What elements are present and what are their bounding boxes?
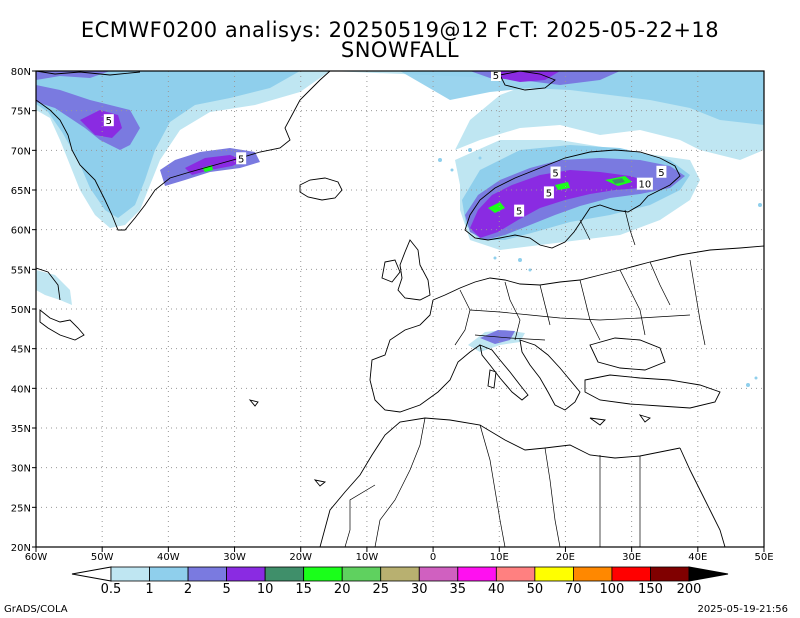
colorbar-label: 30 bbox=[411, 582, 428, 597]
colorbar-label: 200 bbox=[677, 582, 702, 597]
contour-label: 5 bbox=[238, 154, 244, 165]
timestamp: 2025-05-19-21:56 bbox=[697, 604, 788, 615]
colorbar-swatch bbox=[149, 566, 189, 582]
colorbar-label: 5 bbox=[222, 582, 230, 597]
contour-label: 5 bbox=[552, 169, 558, 180]
colorbar-label: 150 bbox=[638, 582, 663, 597]
lat-tick-label: 35N bbox=[11, 424, 31, 435]
colorbar-label: 20 bbox=[334, 582, 351, 597]
lat-tick-label: 40N bbox=[11, 384, 31, 395]
lat-tick-label: 30N bbox=[11, 464, 31, 475]
contour-label-bg bbox=[636, 177, 653, 190]
colorbar-swatch bbox=[264, 566, 305, 582]
lat-tick-label: 60N bbox=[11, 226, 31, 237]
contour-label-bg bbox=[543, 186, 554, 199]
colorbar-label: 1 bbox=[145, 582, 153, 597]
lon-tick-label: 30E bbox=[622, 552, 641, 563]
contour-label-bg bbox=[550, 166, 561, 179]
lat-tick-label: 50N bbox=[11, 305, 31, 316]
contour-label: 5 bbox=[493, 71, 499, 82]
colorbar-swatch bbox=[380, 566, 420, 582]
colorbar-swatch bbox=[650, 566, 690, 582]
colorbar-label: 35 bbox=[450, 582, 467, 597]
colorbar-swatch bbox=[611, 566, 651, 582]
lon-tick-label: 60W bbox=[25, 552, 48, 563]
colorbar-swatch bbox=[187, 566, 227, 582]
colorbar-swatch bbox=[110, 566, 150, 582]
colorbar-swatch bbox=[457, 566, 497, 582]
colorbar-swatch bbox=[303, 566, 343, 582]
lon-tick-label: 50E bbox=[754, 552, 773, 563]
colorbar-label: 15 bbox=[295, 582, 312, 597]
axis-ticks: 60W 50W 40W 30W 20W 10W 0 10E 20E 30E 40E 50E 80N 75N… bbox=[11, 67, 774, 563]
lat-tick-label: 25N bbox=[11, 503, 31, 514]
lon-tick-label: 30W bbox=[223, 552, 246, 563]
contour-label: 5 bbox=[516, 207, 522, 218]
colorbar-swatch bbox=[341, 566, 382, 582]
map-title: ECMWF0200 analisys: 20250519@12 FcT: 202… bbox=[80, 18, 720, 42]
colorbar-swatch bbox=[573, 566, 613, 582]
lon-tick-label: 50W bbox=[91, 552, 114, 563]
lon-tick-label: 40E bbox=[688, 552, 707, 563]
colorbar-swatch bbox=[534, 566, 574, 582]
colorbar-legend: 0.5 1 2 5 10 15 20 25 30 35 40 50 70 100 150 200 bbox=[71, 566, 729, 597]
colorbar-label: 70 bbox=[565, 582, 582, 597]
lon-tick-label: 10E bbox=[490, 552, 509, 563]
lat-tick-label: 80N bbox=[11, 67, 31, 78]
colorbar-label: 0.5 bbox=[101, 582, 122, 597]
colorbar-swatch bbox=[418, 566, 459, 582]
lon-tick-label: 0 bbox=[430, 552, 436, 563]
lon-tick-label: 20W bbox=[289, 552, 312, 563]
country-borders bbox=[344, 209, 706, 547]
lat-tick-label: 75N bbox=[11, 107, 31, 118]
software-credit: GrADS/COLA bbox=[4, 604, 68, 615]
colorbar-swatch bbox=[226, 566, 266, 582]
coastlines bbox=[36, 71, 764, 547]
colorbar-swatch bbox=[495, 566, 536, 582]
lon-tick-label: 20E bbox=[556, 552, 575, 563]
contour-label: 10 bbox=[639, 180, 652, 191]
colorbar-label: 40 bbox=[488, 582, 505, 597]
map-subtitle: SNOWFALL bbox=[340, 38, 460, 62]
contour-label-bg bbox=[514, 204, 525, 217]
lat-tick-label: 70N bbox=[11, 146, 31, 157]
contour-label: 5 bbox=[658, 168, 664, 179]
lat-tick-label: 20N bbox=[11, 543, 31, 554]
colorbar-label: 2 bbox=[184, 582, 192, 597]
contour-label-bg bbox=[656, 165, 667, 178]
contour-label: 5 bbox=[546, 188, 552, 199]
lat-tick-label: 55N bbox=[11, 265, 31, 276]
lon-tick-label: 40W bbox=[157, 552, 180, 563]
colorbar-label: 10 bbox=[257, 582, 274, 597]
contour-label-bg bbox=[490, 68, 501, 81]
colorbar-over-arrow bbox=[688, 566, 729, 582]
contour-label-bg bbox=[236, 152, 247, 165]
lat-tick-label: 45N bbox=[11, 345, 31, 356]
snowfall-field bbox=[36, 71, 764, 387]
lat-tick-label: 65N bbox=[11, 186, 31, 197]
contour-label: 5 bbox=[106, 116, 112, 127]
contour-label-bg bbox=[103, 114, 114, 127]
colorbar-label: 100 bbox=[600, 582, 625, 597]
colorbar-under-arrow bbox=[71, 566, 112, 582]
lon-tick-label: 10W bbox=[356, 552, 379, 563]
colorbar-label: 25 bbox=[372, 582, 389, 597]
colorbar-label: 50 bbox=[527, 582, 544, 597]
